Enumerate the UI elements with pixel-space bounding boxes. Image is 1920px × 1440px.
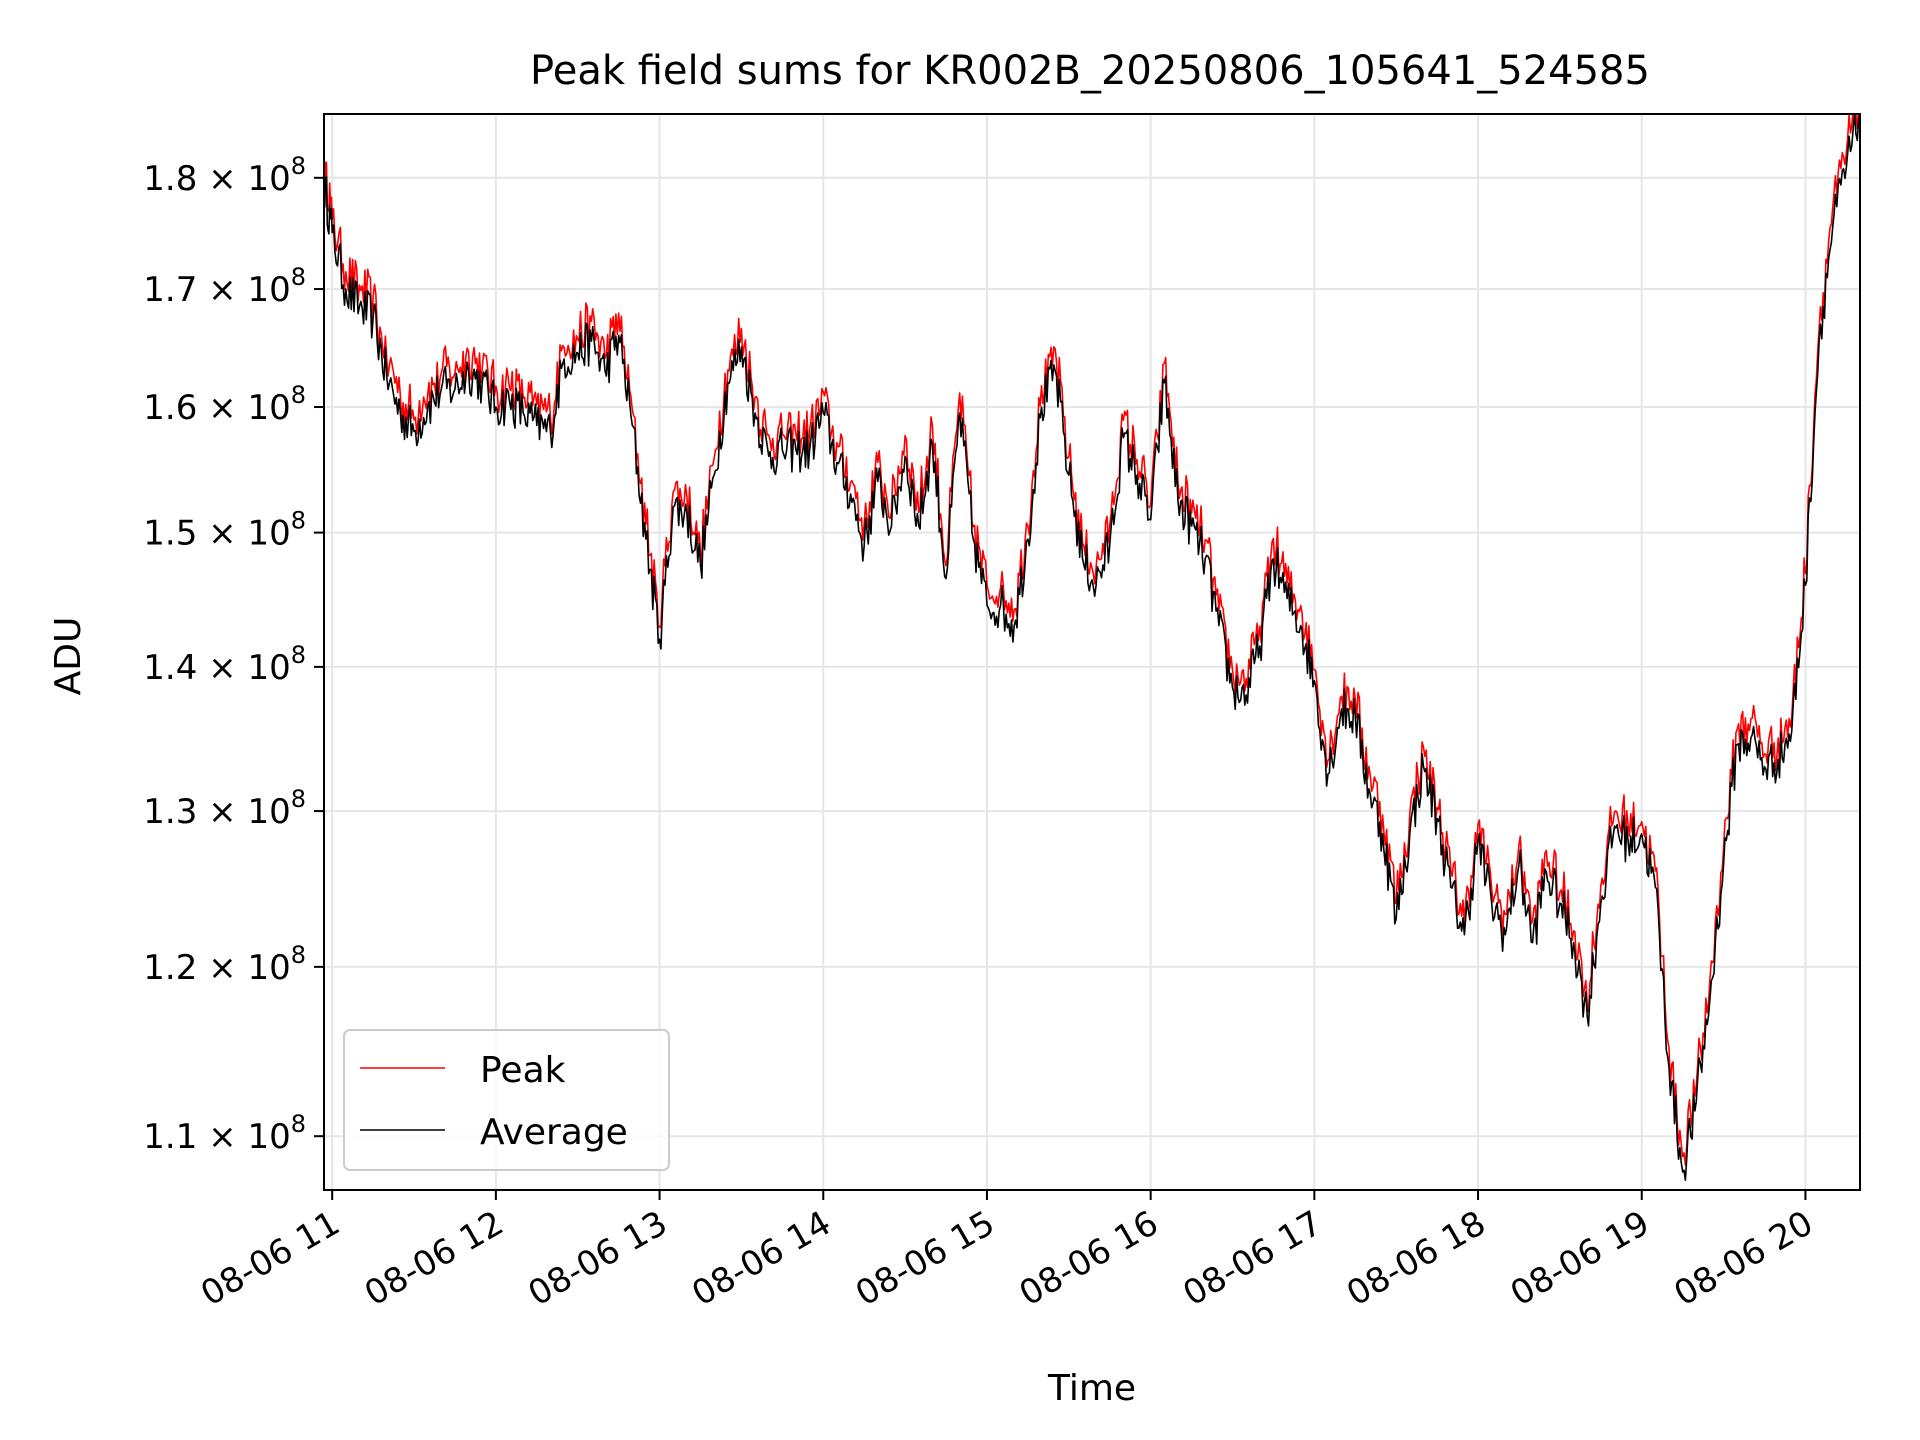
y-tick-exponent: 8 — [291, 507, 306, 535]
legend-label-average: Average — [480, 1112, 628, 1153]
series-lines — [324, 114, 1860, 1181]
grid-lines — [324, 114, 1860, 1190]
y-tick-exponent: 8 — [291, 941, 306, 969]
y-tick-base: 10 — [247, 948, 290, 988]
y-tick-mantissa: 1.3 — [143, 792, 197, 832]
y-tick-label: 1.4 × 108 — [143, 641, 306, 688]
y-tick-mantissa: 1.8 — [143, 159, 197, 199]
y-tick-times: × — [197, 159, 247, 199]
y-tick-base: 10 — [247, 159, 290, 199]
y-tick-times: × — [197, 792, 247, 832]
y-axis-label: ADU — [48, 617, 89, 696]
y-tick-label: 1.8 × 108 — [143, 152, 306, 199]
y-tick-exponent: 8 — [291, 641, 306, 669]
series-line-peak — [324, 114, 1859, 1166]
legend-label-peak: Peak — [480, 1050, 566, 1091]
y-tick-label: 1.7 × 108 — [143, 263, 306, 310]
y-tick-label: 1.6 × 108 — [143, 381, 306, 428]
y-tick-times: × — [197, 388, 247, 428]
legend-box — [343, 1029, 670, 1171]
y-tick-exponent: 8 — [291, 152, 306, 180]
x-axis-label: Time — [1047, 1368, 1136, 1409]
y-tick-label: 1.5 × 108 — [143, 507, 306, 554]
y-tick-label: 1.1 × 108 — [143, 1110, 306, 1157]
y-tick-base: 10 — [247, 270, 290, 310]
y-tick-label: 1.3 × 108 — [143, 785, 306, 832]
chart-title: Peak field sums for KR002B_20250806_1056… — [530, 48, 1650, 94]
y-tick-exponent: 8 — [291, 1110, 306, 1138]
y-tick-exponent: 8 — [291, 381, 306, 409]
y-tick-times: × — [197, 270, 247, 310]
plot-frame — [323, 113, 1861, 1191]
y-tick-base: 10 — [247, 514, 290, 554]
y-tick-mantissa: 1.6 — [143, 388, 197, 428]
y-tick-mantissa: 1.5 — [143, 514, 197, 554]
y-tick-times: × — [197, 1117, 247, 1157]
y-tick-base: 10 — [247, 388, 290, 428]
y-tick-exponent: 8 — [291, 263, 306, 291]
y-tick-mantissa: 1.7 — [143, 270, 197, 310]
y-tick-times: × — [197, 514, 247, 554]
y-tick-base: 10 — [247, 792, 290, 832]
y-tick-times: × — [197, 648, 247, 688]
y-tick-mantissa: 1.4 — [143, 648, 197, 688]
y-tick-base: 10 — [247, 1117, 290, 1157]
series-line-average — [324, 114, 1860, 1181]
y-tick-mantissa: 1.1 — [143, 1117, 197, 1157]
y-tick-exponent: 8 — [291, 785, 306, 813]
y-tick-base: 10 — [247, 648, 290, 688]
y-tick-mantissa: 1.2 — [143, 948, 197, 988]
y-tick-label: 1.2 × 108 — [143, 941, 306, 988]
legend: Peak Average — [343, 1029, 670, 1171]
y-tick-times: × — [197, 948, 247, 988]
